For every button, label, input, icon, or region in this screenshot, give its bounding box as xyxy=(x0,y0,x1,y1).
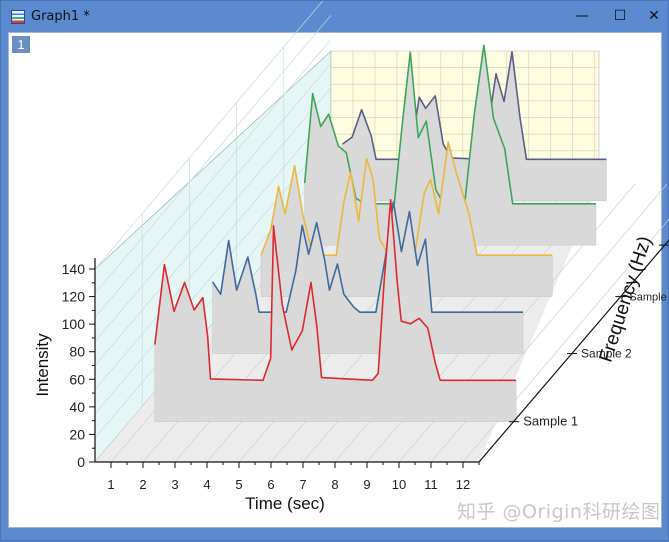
y-tick-label: 0 xyxy=(77,454,85,470)
x-tick-label: 1 xyxy=(107,477,114,492)
watermark: 知乎 @Origin科研绘图 xyxy=(457,501,661,523)
x-tick-label: 4 xyxy=(203,477,210,492)
sample-label: Sample 1 xyxy=(523,414,578,429)
y-tick-label: 100 xyxy=(62,316,86,332)
x-tick-label: 3 xyxy=(171,477,178,492)
sample-label: Sample 2 xyxy=(581,347,632,361)
title-bar[interactable]: Graph1 * — ☐ ✕ xyxy=(1,1,669,32)
close-button[interactable]: ✕ xyxy=(648,8,660,24)
x-tick-label: 11 xyxy=(424,477,438,492)
sample-curve xyxy=(211,201,524,314)
y-tick-label: 40 xyxy=(69,399,85,415)
x-tick-label: 5 xyxy=(235,477,242,492)
x-tick-label: 2 xyxy=(139,477,146,492)
y-tick-label: 60 xyxy=(69,371,85,387)
y-tick-label: 140 xyxy=(62,261,86,277)
x-tick-label: 10 xyxy=(392,477,406,492)
maximize-button[interactable]: ☐ xyxy=(613,8,627,24)
window-title: Graph1 * xyxy=(31,9,90,24)
sample-curve xyxy=(260,141,553,257)
sample-label: Sample 3 xyxy=(629,292,669,304)
x-tick-label: 7 xyxy=(299,477,306,492)
y-tick-label: 80 xyxy=(69,344,85,360)
x-tick-label: 12 xyxy=(456,477,470,492)
x-tick-label: 9 xyxy=(363,477,370,492)
x-tick-label: 8 xyxy=(331,477,338,492)
sample-curve xyxy=(154,198,517,382)
graph-window-icon xyxy=(11,10,25,24)
y-axis-title: Intensity xyxy=(33,333,52,397)
sample-curve xyxy=(341,50,607,161)
minimize-button[interactable]: — xyxy=(575,8,589,24)
sample-curve xyxy=(303,44,596,205)
y-tick-label: 120 xyxy=(62,289,86,305)
x-axis-title: Time (sec) xyxy=(245,494,325,513)
x-tick-label: 6 xyxy=(267,477,274,492)
layer-badge[interactable]: 1 xyxy=(12,36,30,53)
y-tick-label: 20 xyxy=(69,426,85,442)
